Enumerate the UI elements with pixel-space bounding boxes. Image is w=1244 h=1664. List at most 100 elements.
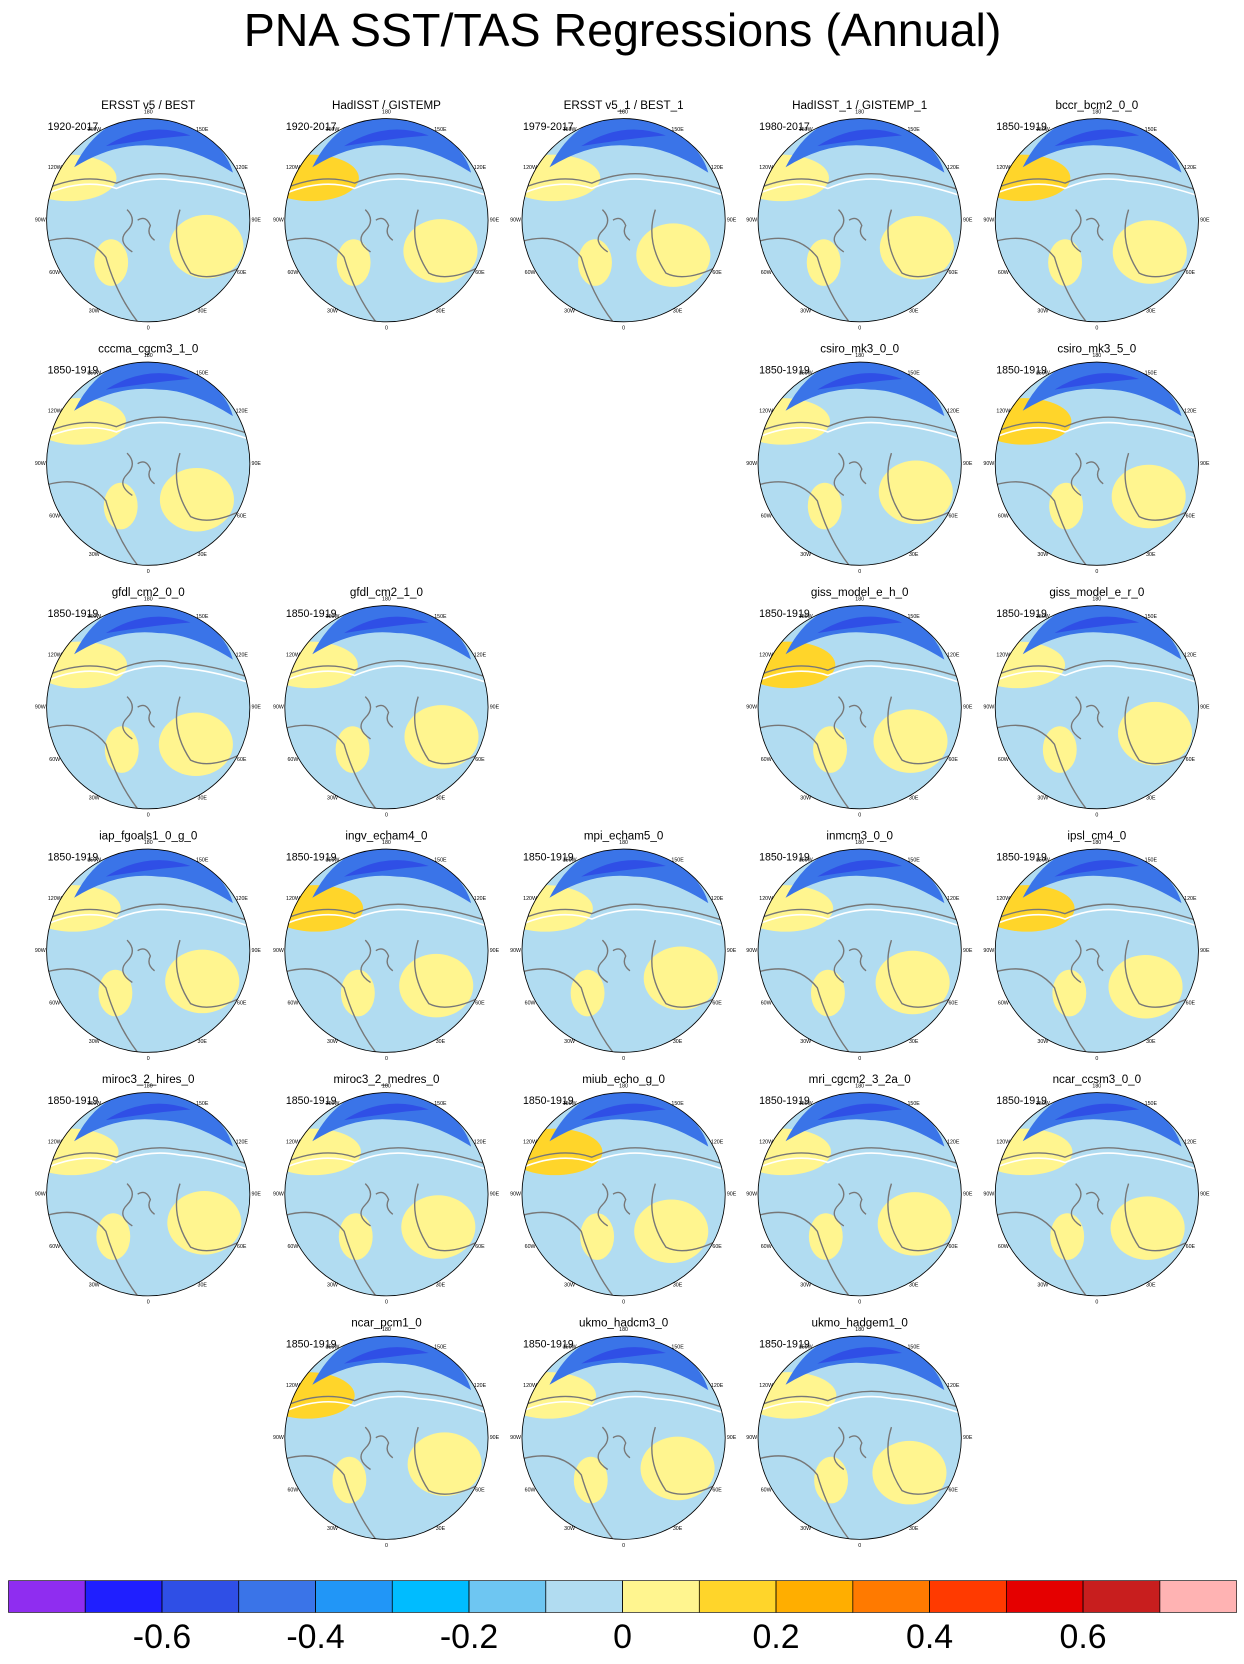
lon-label: 30W bbox=[1037, 1039, 1048, 1045]
cold-core bbox=[344, 129, 429, 147]
lon-label: 0 bbox=[622, 1300, 625, 1306]
lon-label: 30E bbox=[436, 795, 446, 801]
warm-patch bbox=[521, 885, 593, 932]
lon-label: 30E bbox=[1146, 795, 1156, 801]
lon-label: 90E bbox=[727, 948, 737, 954]
warm-patch bbox=[873, 709, 948, 773]
map-border bbox=[757, 1335, 962, 1540]
warm-patch bbox=[1112, 220, 1187, 284]
warm-patch bbox=[995, 398, 1072, 445]
lon-label: 60W bbox=[49, 1244, 60, 1250]
lon-label: 30E bbox=[909, 552, 919, 558]
lon-label: 30W bbox=[1037, 552, 1048, 558]
panel-title: HadISST / GISTEMP bbox=[332, 99, 441, 112]
panel-period: 1850-1919 bbox=[759, 1095, 810, 1107]
lon-label: 60W bbox=[287, 1000, 298, 1006]
cold-core bbox=[581, 860, 666, 877]
lon-label: 30W bbox=[327, 1282, 338, 1288]
lon-label: 120E bbox=[1184, 409, 1197, 415]
coastline-white bbox=[46, 908, 250, 928]
colorbar-box bbox=[929, 1580, 1007, 1613]
lon-label: 90E bbox=[963, 705, 973, 711]
lon-label: 90E bbox=[963, 461, 973, 467]
warm-patch bbox=[995, 1128, 1073, 1176]
coastline bbox=[284, 1390, 489, 1540]
colorbar-box bbox=[1005, 1580, 1084, 1613]
lon-label: 30E bbox=[909, 308, 919, 314]
lon-label: 150W bbox=[1036, 857, 1050, 863]
map-border bbox=[757, 118, 962, 323]
lon-label: 90E bbox=[727, 1435, 737, 1441]
lon-label: 120E bbox=[1184, 165, 1197, 171]
figure-title: PNA SST/TAS Regressions (Annual) bbox=[244, 4, 1002, 56]
warm-patch bbox=[1108, 954, 1183, 1019]
lon-label: 150W bbox=[799, 1101, 813, 1107]
coastline-white bbox=[758, 665, 962, 684]
lon-label: 180 bbox=[855, 1327, 864, 1333]
coastline-white bbox=[46, 665, 250, 684]
cold-band bbox=[785, 849, 945, 904]
cold-band bbox=[785, 1092, 945, 1147]
map-field bbox=[46, 1092, 250, 1296]
lon-label: 150E bbox=[671, 127, 684, 133]
lon-label: 30W bbox=[327, 308, 338, 314]
map-field bbox=[758, 1092, 962, 1296]
warm-patch bbox=[807, 482, 842, 530]
lon-label: 90E bbox=[490, 948, 500, 954]
lon-label: 30E bbox=[1146, 1039, 1156, 1045]
warm-patch bbox=[758, 398, 831, 445]
map-field bbox=[521, 1336, 726, 1540]
map-border bbox=[284, 605, 489, 810]
panel-period: 1979-2017 bbox=[523, 121, 574, 133]
panel-period: 1850-1919 bbox=[996, 121, 1047, 133]
lon-label: 60E bbox=[948, 757, 958, 763]
lon-label: 150W bbox=[87, 127, 101, 133]
warm-patch bbox=[810, 969, 845, 1017]
panel-title: gfdl_cm2_1_0 bbox=[350, 586, 424, 599]
lon-label: 90W bbox=[510, 1435, 521, 1441]
lon-label: 90W bbox=[746, 948, 757, 954]
cold-band bbox=[785, 362, 945, 417]
lon-label: 120W bbox=[996, 409, 1010, 415]
lon-label: 90E bbox=[963, 948, 973, 954]
panel-title: cccma_cgcm3_1_0 bbox=[98, 342, 199, 355]
lon-label: 30W bbox=[89, 552, 100, 558]
lon-label: 60E bbox=[237, 1000, 247, 1006]
lon-label: 120E bbox=[474, 1139, 487, 1145]
lon-label: 120E bbox=[236, 896, 249, 902]
warm-patch bbox=[758, 1128, 832, 1176]
warm-patch bbox=[46, 154, 117, 202]
lon-label: 150E bbox=[196, 370, 209, 376]
colorbar-box bbox=[391, 1580, 470, 1613]
warm-patch bbox=[1050, 1213, 1085, 1260]
map-field bbox=[995, 1092, 1199, 1296]
lon-label: 180 bbox=[382, 840, 391, 846]
lon-label: 90W bbox=[35, 705, 46, 711]
lon-label: 120E bbox=[1184, 1139, 1197, 1145]
warm-patch bbox=[103, 482, 138, 530]
coastline-white bbox=[995, 665, 1199, 684]
lon-label: 30W bbox=[1037, 308, 1048, 314]
cold-band bbox=[312, 118, 472, 173]
panel-title: iap_fgoals1_0_g_0 bbox=[99, 829, 198, 842]
lon-label: 60E bbox=[475, 1487, 485, 1493]
lon-label: 30W bbox=[327, 1526, 338, 1532]
colorbar-tick-label: 0.2 bbox=[753, 1618, 800, 1656]
cold-band bbox=[74, 118, 233, 173]
map-field bbox=[46, 605, 250, 809]
warm-patch bbox=[879, 215, 954, 280]
coastline bbox=[758, 1147, 962, 1296]
coastline-white bbox=[284, 178, 489, 197]
lon-label: 180 bbox=[144, 353, 153, 359]
map-border bbox=[521, 1335, 726, 1540]
lon-label: 60E bbox=[712, 1000, 722, 1006]
lon-label: 60W bbox=[287, 1487, 298, 1493]
lon-label: 60E bbox=[712, 1244, 722, 1250]
panel-title: ncar_ccsm3_0_0 bbox=[1053, 1073, 1142, 1086]
lon-label: 120E bbox=[711, 1139, 724, 1145]
map-border bbox=[994, 1092, 1199, 1297]
warm-patch bbox=[636, 223, 711, 287]
panel-title: gfdl_cm2_0_0 bbox=[112, 586, 186, 599]
